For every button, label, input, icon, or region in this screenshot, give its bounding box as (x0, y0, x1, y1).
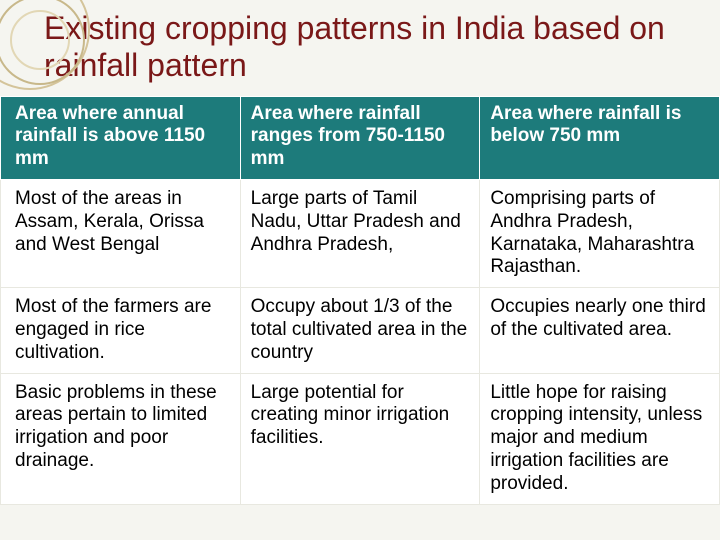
table-cell: Large potential for creating minor irrig… (240, 373, 480, 504)
table-cell: Large parts of Tamil Nadu, Uttar Pradesh… (240, 179, 480, 287)
cropping-patterns-table: Area where annual rainfall is above 1150… (0, 96, 720, 505)
table-cell: Occupies nearly one third of the cultiva… (480, 288, 720, 373)
table-cell: Little hope for raising cropping intensi… (480, 373, 720, 504)
col-header-below-750: Area where rainfall is below 750 mm (480, 96, 720, 179)
table-row: Basic problems in these areas pertain to… (1, 373, 720, 504)
table-row: Most of the farmers are engaged in rice … (1, 288, 720, 373)
col-header-750-1150: Area where rainfall ranges from 750-1150… (240, 96, 480, 179)
table-row: Most of the areas in Assam, Kerala, Oris… (1, 179, 720, 287)
table-header-row: Area where annual rainfall is above 1150… (1, 96, 720, 179)
slide-title: Existing cropping patterns in India base… (0, 0, 720, 96)
table-cell: Occupy about 1/3 of the total cultivated… (240, 288, 480, 373)
table-cell: Basic problems in these areas pertain to… (1, 373, 241, 504)
table-cell: Comprising parts of Andhra Pradesh, Karn… (480, 179, 720, 287)
col-header-above-1150: Area where annual rainfall is above 1150… (1, 96, 241, 179)
table-cell: Most of the farmers are engaged in rice … (1, 288, 241, 373)
table-cell: Most of the areas in Assam, Kerala, Oris… (1, 179, 241, 287)
